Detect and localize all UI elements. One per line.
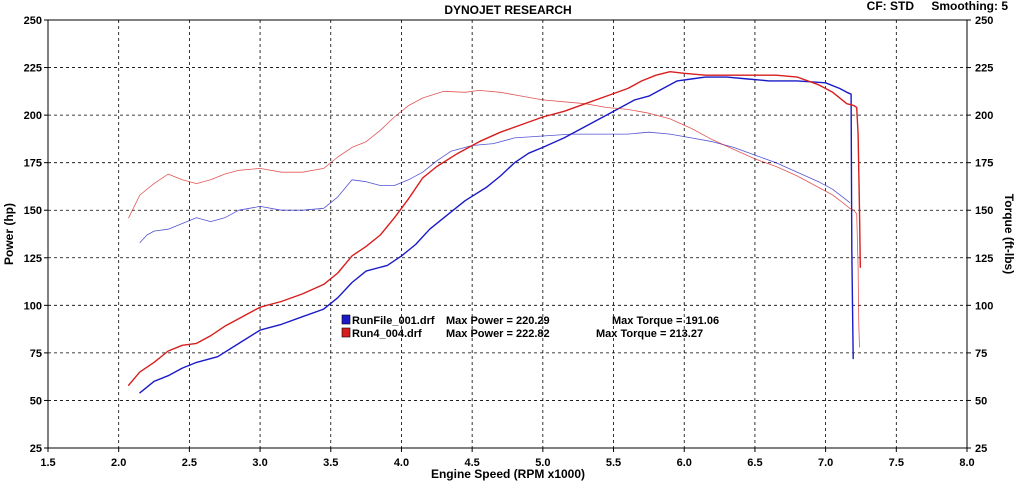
y-tick-label-right: 125 — [975, 253, 993, 265]
y-tick-label-left: 75 — [30, 348, 42, 360]
x-tick-label: 6.0 — [677, 457, 692, 469]
x-tick-label: 5.0 — [535, 457, 550, 469]
legend-entry-run2: Run4_004.drf Max Power = 222.82 Max Torq… — [341, 327, 703, 340]
x-axis-label: Engine Speed (RPM x1000) — [431, 467, 585, 481]
x-tick-label: 1.5 — [40, 457, 55, 469]
y-tick-label-right: 75 — [975, 348, 987, 360]
x-tick-label: 4.0 — [394, 457, 409, 469]
legend-max-torque-run1: Max Torque = 191.06 — [612, 315, 719, 327]
y-tick-label-left: 150 — [24, 205, 42, 217]
x-tick-label: 2.0 — [111, 457, 126, 469]
series-lines — [127, 71, 861, 394]
y-tick-label-right: 100 — [975, 300, 993, 312]
y-axis-label-left: Power (hp) — [2, 203, 16, 265]
x-tick-label: 6.5 — [747, 457, 762, 469]
legend-file-run2: Run4_004.drf — [352, 328, 422, 340]
legend-max-power-run1: Max Power = 220.29 — [446, 315, 550, 327]
series-line-run4-004-torque — [128, 90, 860, 348]
y-axis-label-right: Torque (ft-lbs) — [1002, 194, 1016, 274]
y-tick-label-left: 25 — [30, 443, 42, 455]
legend-file-run1: RunFile_001.drf — [352, 315, 435, 327]
legend: RunFile_001.drf Max Power = 220.29 Max T… — [341, 314, 719, 340]
y-tick-label-left: 125 — [24, 253, 42, 265]
x-tick-label: 7.5 — [889, 457, 904, 469]
y-tick-label-right: 25 — [975, 443, 987, 455]
grid — [48, 20, 967, 448]
smoothing-label: Smoothing: 5 — [931, 0, 1008, 13]
chart-title: DYNOJET RESEARCH — [444, 3, 571, 17]
y-tick-label-left: 100 — [24, 300, 42, 312]
series-line-runfile-001-power — [139, 76, 854, 394]
plot-frame — [47, 19, 968, 449]
series-line-run4-004-power — [127, 71, 861, 386]
y-tick-label-right: 50 — [975, 395, 987, 407]
y-tick-label-right: 250 — [975, 15, 993, 27]
legend-max-torque-run2: Max Torque = 213.27 — [596, 328, 703, 340]
x-tick-label: 7.0 — [818, 457, 833, 469]
x-tick-label: 2.5 — [182, 457, 197, 469]
tick-labels: 1.5 2.0 2.5 3.0 3.5 4.0 4.5 5.0 5.5 6.0 6.5 7.0 7.5 8… — [24, 15, 994, 469]
y-tick-label-left: 250 — [24, 15, 42, 27]
y-tick-label-right: 200 — [975, 110, 993, 122]
y-tick-label-left: 200 — [24, 110, 42, 122]
x-tick-label: 8.0 — [959, 457, 974, 469]
legend-entry-run1: RunFile_001.drf Max Power = 220.29 Max T… — [341, 314, 719, 327]
x-tick-label: 5.5 — [606, 457, 621, 469]
y-tick-label-right: 150 — [975, 205, 993, 217]
y-tick-label-left: 175 — [24, 158, 42, 170]
y-tick-label-right: 175 — [975, 158, 993, 170]
y-tick-label-left: 225 — [24, 63, 42, 75]
legend-swatch-run1 — [341, 314, 351, 325]
legend-max-power-run2: Max Power = 222.82 — [446, 328, 550, 340]
legend-swatch-run2 — [341, 327, 351, 338]
y-tick-label-left: 50 — [30, 395, 42, 407]
x-tick-label: 3.5 — [323, 457, 338, 469]
cf-label: CF: STD — [867, 0, 915, 13]
x-tick-label: 3.0 — [252, 457, 267, 469]
x-tick-label: 4.5 — [465, 457, 480, 469]
y-tick-label-right: 225 — [975, 63, 993, 75]
series-line-runfile-001-torque — [139, 131, 851, 243]
